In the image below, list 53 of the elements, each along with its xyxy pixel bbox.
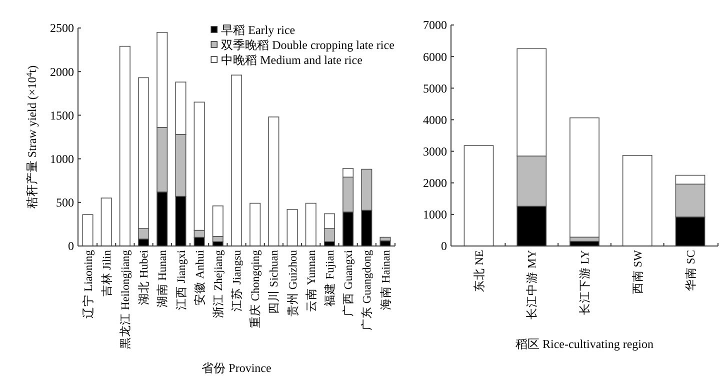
bar [82, 214, 94, 246]
series-label: 中晚稻 Medium and late rice [221, 53, 362, 68]
x-tick-label: 四川 Sichuan [268, 250, 281, 314]
x-tick-label: 黑龙江 Heilongjiang [118, 250, 132, 349]
bar [119, 46, 130, 246]
bar [100, 198, 112, 246]
y-tick-label: 1000 [50, 152, 74, 166]
y-tick-label: 1500 [50, 108, 74, 122]
bar [286, 208, 298, 246]
y-tick-label: 6000 [423, 50, 447, 64]
bar [268, 116, 280, 246]
x-tick-label: 湖北 Hubei [138, 250, 151, 305]
bar [230, 74, 242, 246]
y-tick-label: 2000 [423, 176, 447, 190]
x-tick-label: 云南 Yunnan [304, 250, 318, 312]
y-tick-label: 7000 [423, 18, 447, 32]
x-tick-label: 辽宁 Liaoning [80, 250, 95, 318]
y-tick-label: 1000 [423, 208, 447, 222]
y-tick-label: 0 [68, 239, 74, 254]
x-axis-title: 省份 Province [202, 361, 272, 375]
x-tick-label: 浙江 Zhejiang [212, 250, 225, 318]
bar [464, 145, 494, 246]
x-tick-label: 贵州 Guizhou [286, 250, 300, 316]
y-tick-label: 5000 [423, 81, 447, 96]
bar [570, 117, 600, 238]
x-tick-label: 华南 SC [684, 250, 698, 291]
x-tick-label: 广西 Guangxi [341, 250, 356, 316]
bar [622, 154, 652, 246]
y-tick-label: 4000 [423, 112, 447, 127]
y-tick-label: 2000 [50, 64, 74, 79]
x-tick-label: 吉林 Jilin [100, 250, 114, 297]
bar [250, 202, 261, 246]
x-tick-label: 长江下游 LY [578, 249, 592, 316]
x-axis-title: 稻区 Rice-cultivating region [516, 337, 654, 351]
x-tick-label: 安徽 Anhui [192, 250, 206, 306]
x-tick-label: 西南 SW [631, 250, 644, 294]
x-tick-label: 江苏 Jiangsu [230, 250, 244, 312]
y-tick-label: 3000 [423, 144, 447, 158]
legend-label: 双季晚稻 Double cropping late rice [221, 38, 394, 52]
bar [380, 236, 391, 242]
legend-label: 早稻 Early rice [221, 23, 296, 38]
x-tick-label: 福建 Fujian [323, 250, 336, 306]
x-tick-label: 广东 Guangdong [360, 250, 374, 331]
x-tick-label: 重庆 Chongqing [248, 250, 262, 328]
x-tick-label: 江西 Jiangxi [174, 250, 188, 310]
x-tick-label: 东北 NE [472, 250, 486, 292]
y-tick-label: 0 [441, 239, 447, 254]
y-tick-label: 500 [56, 196, 74, 210]
bar [305, 202, 316, 246]
y-tick-label: 2500 [50, 21, 74, 36]
x-tick-label: 海南 Hainan [379, 250, 392, 310]
x-tick-label: 长江中游 MY [526, 249, 539, 320]
x-tick-label: 湖南 Hunan [156, 250, 170, 308]
